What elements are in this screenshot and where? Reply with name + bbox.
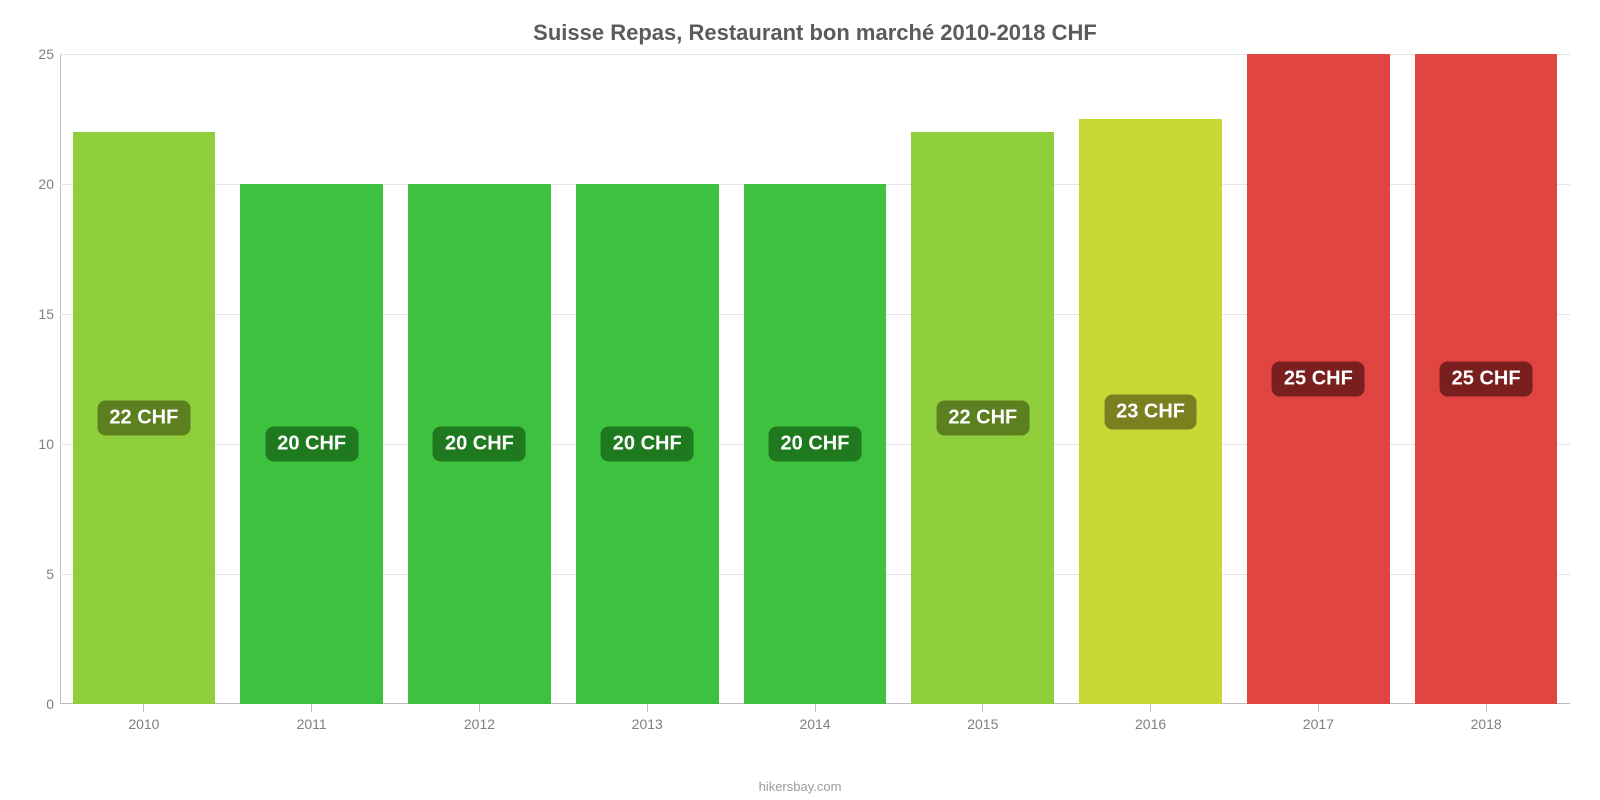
bar: 25 CHF — [1415, 54, 1558, 704]
bar: 25 CHF — [1247, 54, 1390, 704]
x-axis: 2010 2011 2012 2013 2014 2015 2016 2017 2018 — [60, 704, 1570, 744]
chart-title: Suisse Repas, Restaurant bon marché 2010… — [60, 20, 1570, 46]
bar: 22 CHF — [911, 132, 1054, 704]
x-tick-label: 2015 — [967, 716, 998, 732]
bar: 20 CHF — [744, 184, 887, 704]
bar-slot: 23 CHF — [1067, 54, 1235, 704]
x-tick: 2011 — [228, 704, 396, 744]
bar-slot: 22 CHF — [60, 54, 228, 704]
x-tick-label: 2013 — [632, 716, 663, 732]
x-tick-label: 2011 — [297, 716, 327, 732]
x-tick-mark — [479, 704, 480, 712]
bar-slot: 22 CHF — [899, 54, 1067, 704]
bar-slot: 20 CHF — [563, 54, 731, 704]
bar-slot: 25 CHF — [1402, 54, 1570, 704]
x-tick: 2013 — [563, 704, 731, 744]
bar-value-label: 20 CHF — [601, 427, 694, 462]
bar-value-label: 23 CHF — [1104, 394, 1197, 429]
bar-slot: 20 CHF — [396, 54, 564, 704]
bar: 20 CHF — [408, 184, 551, 704]
x-tick-mark — [311, 704, 312, 712]
bar-chart: Suisse Repas, Restaurant bon marché 2010… — [0, 0, 1600, 800]
bar-value-label: 25 CHF — [1440, 362, 1533, 397]
bar-slot: 25 CHF — [1234, 54, 1402, 704]
bars-container: 22 CHF 20 CHF 20 CHF 20 CHF 20 CHF 22 CHF 23 C… — [60, 54, 1570, 704]
x-tick-label: 2016 — [1135, 716, 1166, 732]
bar-value-label: 25 CHF — [1272, 362, 1365, 397]
y-tick-label: 0 — [24, 696, 54, 712]
bar-value-label: 20 CHF — [433, 427, 526, 462]
x-tick-mark — [1486, 704, 1487, 712]
x-tick-label: 2010 — [128, 716, 159, 732]
x-tick-mark — [1318, 704, 1319, 712]
x-tick: 2018 — [1402, 704, 1570, 744]
x-tick-label: 2018 — [1471, 716, 1502, 732]
x-tick: 2010 — [60, 704, 228, 744]
y-tick-label: 15 — [24, 306, 54, 322]
x-tick-label: 2014 — [799, 716, 830, 732]
bar-value-label: 22 CHF — [97, 401, 190, 436]
bar-value-label: 22 CHF — [936, 401, 1029, 436]
x-tick: 2017 — [1234, 704, 1402, 744]
y-tick-label: 20 — [24, 176, 54, 192]
bar-slot: 20 CHF — [731, 54, 899, 704]
bar: 20 CHF — [240, 184, 383, 704]
bar-value-label: 20 CHF — [769, 427, 862, 462]
y-tick-label: 5 — [24, 566, 54, 582]
x-tick-mark — [1150, 704, 1151, 712]
y-tick-label: 25 — [24, 46, 54, 62]
x-tick-mark — [143, 704, 144, 712]
x-tick-mark — [982, 704, 983, 712]
x-tick: 2015 — [899, 704, 1067, 744]
x-tick-mark — [815, 704, 816, 712]
plot-area: 0510152025 22 CHF20 CHF20 CHF20 CHF20 CH… — [60, 54, 1570, 744]
bar-value-label: 20 CHF — [265, 427, 358, 462]
x-tick: 2016 — [1067, 704, 1235, 744]
source-footer: hikersbay.com — [0, 779, 1600, 794]
bar: 22 CHF — [73, 132, 216, 704]
x-tick: 2012 — [396, 704, 564, 744]
bar: 23 CHF — [1079, 119, 1222, 704]
x-tick-label: 2017 — [1303, 716, 1334, 732]
x-tick-label: 2012 — [464, 716, 495, 732]
bar-slot: 20 CHF — [228, 54, 396, 704]
x-tick-mark — [647, 704, 648, 712]
x-tick: 2014 — [731, 704, 899, 744]
y-tick-label: 10 — [24, 436, 54, 452]
bar: 20 CHF — [576, 184, 719, 704]
